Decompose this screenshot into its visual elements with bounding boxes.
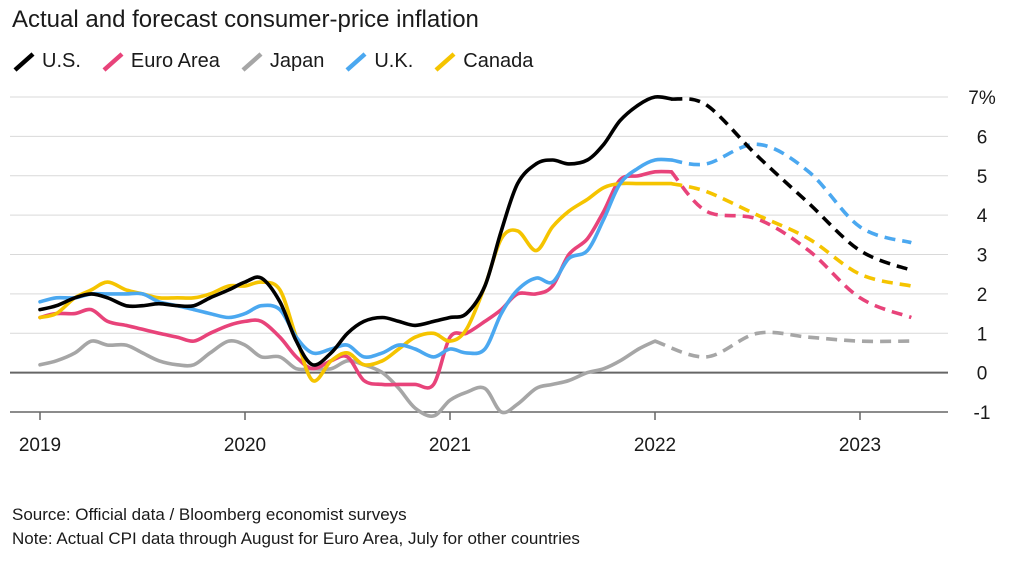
series-euro-area-forecast-line [670, 170, 912, 320]
series-canada [38, 181, 912, 383]
y-tick-label: 6 [977, 127, 988, 148]
legend-swatch [241, 51, 263, 72]
series-japan [38, 330, 912, 418]
series-u-s [38, 94, 912, 367]
x-tick-label: 2020 [224, 435, 266, 456]
x-tick-label: 2021 [429, 435, 471, 456]
y-tick-label: 3 [977, 246, 988, 267]
legend-entry-japan: Japan [240, 50, 325, 73]
legend-entry-canada: Canada [433, 50, 533, 73]
legend-label: Canada [463, 50, 534, 72]
y-tick-label: 7% [968, 88, 996, 109]
series-u-s-forecast-line [671, 96, 912, 272]
x-tick-label: 2019 [19, 435, 61, 456]
y-axis-labels: 7% 6 5 4 3 2 1 0 -1 [968, 88, 996, 424]
legend-label: Euro Area [130, 50, 220, 72]
legend-swatch [434, 51, 456, 72]
chart-title: Actual and forecast consumer-price infla… [12, 6, 479, 33]
legend-swatch [13, 51, 35, 72]
y-tick-label: 0 [977, 364, 988, 385]
y-tick-label: 4 [977, 206, 988, 227]
series-japan-actual-line [38, 338, 657, 418]
legend-swatch [345, 51, 367, 72]
series-canada-forecast-line [671, 181, 912, 288]
legend-entry-u-s: U.S. [12, 50, 81, 73]
source-note: Source: Official data / Bloomberg econom… [12, 505, 407, 524]
series-lines [38, 94, 912, 418]
x-axis [10, 411, 948, 420]
x-tick-label: 2022 [634, 435, 676, 456]
series-japan-forecast-line [654, 330, 912, 359]
series-u-k-actual-line [38, 157, 674, 359]
legend-swatch [102, 51, 124, 72]
legend-entry-u-k: U.K. [344, 50, 413, 73]
y-tick-label: 1 [977, 324, 988, 345]
series-euro-area-actual-line [38, 169, 674, 390]
legend-entry-euro-area: Euro Area [101, 50, 220, 73]
legend-label: Japan [269, 50, 325, 72]
series-euro-area [38, 169, 912, 390]
gridlines [10, 96, 948, 413]
line-chart: 7% 6 5 4 3 2 1 0 -1 2019 2020 2021 2022 2023 [10, 88, 996, 456]
x-axis-labels: 2019 2020 2021 2022 2023 [19, 435, 881, 456]
legend: U.S. Euro Area Japan U.K. Canada [12, 50, 553, 73]
series-u-k [38, 142, 912, 359]
y-tick-label: -1 [974, 403, 991, 424]
legend-label: U.S. [42, 50, 81, 72]
y-tick-label: 5 [977, 167, 988, 188]
x-tick-label: 2023 [839, 435, 881, 456]
footnotes: Source: Official data / Bloomberg econom… [12, 503, 580, 551]
data-note: Note: Actual CPI data through August for… [12, 529, 580, 548]
y-tick-label: 2 [977, 285, 988, 306]
legend-label: U.K. [374, 50, 414, 72]
series-u-s-actual-line [38, 94, 674, 367]
